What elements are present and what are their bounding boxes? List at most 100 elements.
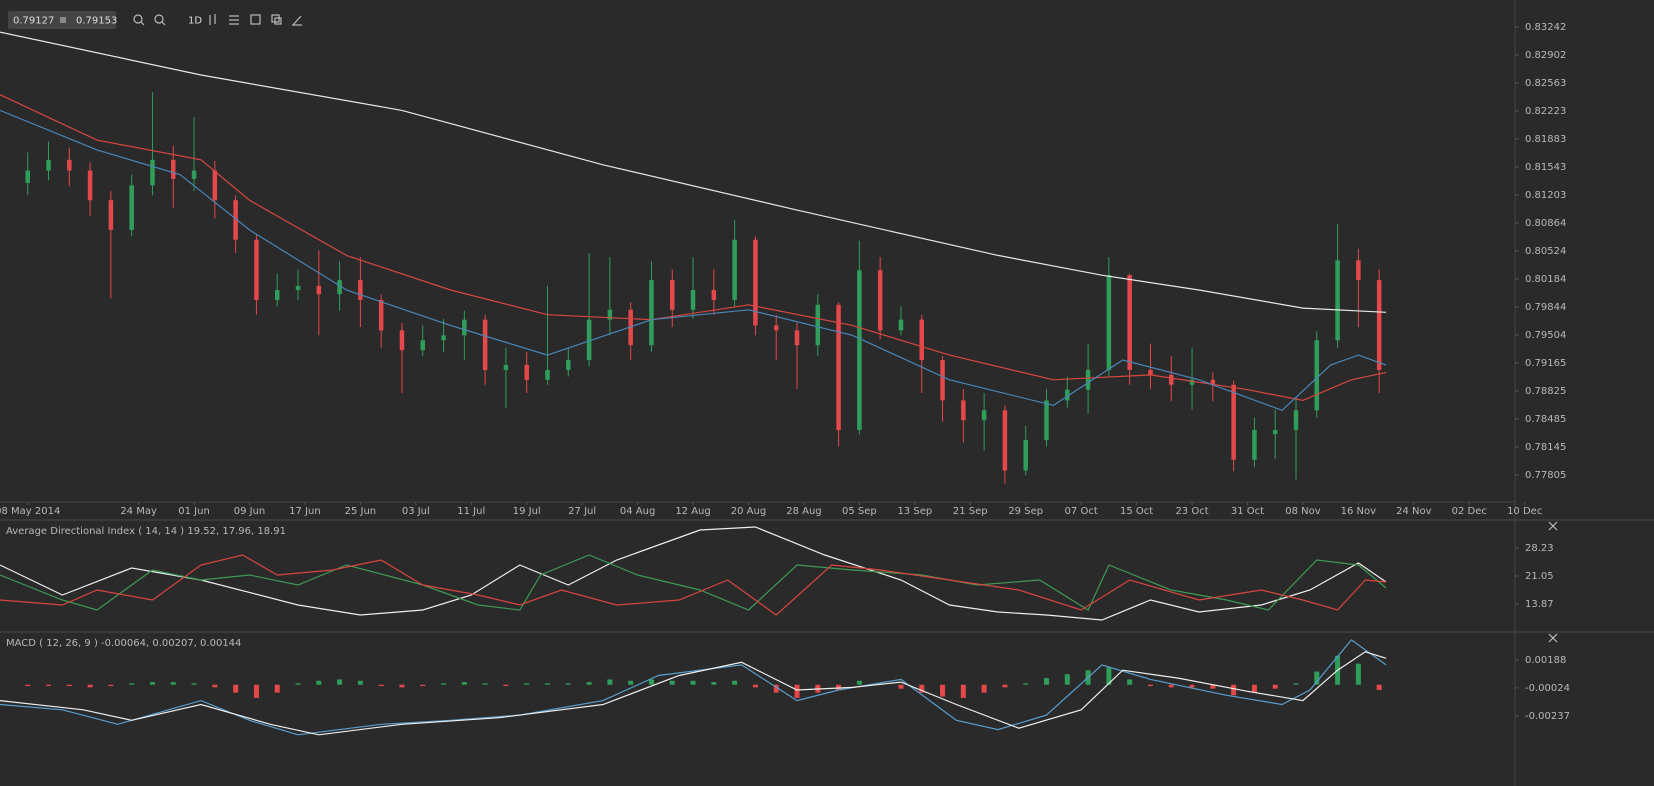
histogram-bar xyxy=(108,684,114,687)
indicators-button[interactable] xyxy=(229,15,239,25)
candle-body xyxy=(150,159,155,186)
indicator-line xyxy=(0,639,1387,736)
histogram-bar xyxy=(1168,684,1174,688)
close-macd-button[interactable] xyxy=(1548,633,1558,643)
x-tick-label: 10 Dec xyxy=(1507,506,1542,517)
interval-button[interactable]: 1D xyxy=(188,16,202,27)
candle-body xyxy=(420,340,426,351)
candle-body xyxy=(649,280,654,346)
zoom-in-button[interactable] xyxy=(154,14,166,26)
indicator-line xyxy=(0,554,1387,611)
candle-body xyxy=(1127,275,1132,370)
candle-body xyxy=(295,285,301,291)
histogram-bar xyxy=(357,680,363,685)
candle-body xyxy=(1356,260,1361,281)
candle-body xyxy=(940,360,945,401)
x-tick-label: 23 Oct xyxy=(1175,506,1208,517)
candle-body xyxy=(254,239,259,300)
candle-body xyxy=(877,270,883,331)
histogram-bar xyxy=(565,683,571,685)
layers-button[interactable] xyxy=(271,14,282,25)
candle-body xyxy=(1023,439,1028,471)
histogram-bar xyxy=(295,683,301,685)
toolbar: 0.79127 0.79153 1D xyxy=(8,11,302,29)
x-tick-label: 07 Oct xyxy=(1065,506,1098,517)
indicator-line xyxy=(0,31,1387,313)
macd-title: MACD ( 12, 26, 9 ) -0.00064, 0.00207, 0.… xyxy=(6,638,241,649)
y-tick-label: 0.79504 xyxy=(1525,330,1566,341)
y-tick-label: 0.00188 xyxy=(1525,655,1566,666)
candle-body xyxy=(462,319,467,336)
histogram-bar xyxy=(316,680,322,685)
y-tick-label: 0.83242 xyxy=(1525,22,1566,33)
candle-body xyxy=(1252,430,1257,460)
histogram-bar xyxy=(1147,684,1153,687)
histogram-bar xyxy=(669,680,675,685)
candle-body xyxy=(129,185,134,230)
candle-body xyxy=(586,319,592,361)
candle-body xyxy=(25,170,30,183)
candle-body xyxy=(1065,389,1070,401)
histogram-bar xyxy=(545,683,551,685)
candle-body xyxy=(191,170,197,179)
histogram-bar xyxy=(586,682,592,685)
candle-body xyxy=(482,319,488,370)
histogram-bar xyxy=(149,682,155,685)
histogram-bar xyxy=(752,684,758,688)
histogram-bar xyxy=(87,684,93,688)
candle-body xyxy=(46,159,51,171)
y-tick-label: 0.79844 xyxy=(1525,302,1566,313)
histogram-bar xyxy=(1044,678,1050,685)
x-tick-label: 11 Jul xyxy=(457,506,485,517)
candle-body xyxy=(87,170,93,201)
candle-body xyxy=(961,400,966,421)
candle-body xyxy=(857,270,862,431)
x-tick-label: 13 Sep xyxy=(897,506,932,517)
histogram-bar xyxy=(253,684,259,698)
candle-body xyxy=(441,335,446,341)
histogram-bar xyxy=(981,684,987,693)
candle-body xyxy=(1210,379,1216,385)
x-tick-label: 17 Jun xyxy=(289,506,321,517)
candle-body xyxy=(337,280,342,295)
candle-body xyxy=(815,304,821,346)
zoom-out-button[interactable] xyxy=(133,14,145,26)
close-adx-button[interactable] xyxy=(1548,521,1558,531)
chart-type-button[interactable] xyxy=(209,14,216,25)
candle-body xyxy=(836,304,841,431)
y-tick-label: 0.81543 xyxy=(1525,162,1566,173)
candle-body xyxy=(1044,400,1049,440)
candle-body xyxy=(1272,430,1278,435)
candle-body xyxy=(274,290,280,300)
candle-body xyxy=(794,330,800,346)
candle-body xyxy=(171,159,176,179)
histogram-bar xyxy=(399,684,405,688)
y-tick-label: 0.80524 xyxy=(1525,246,1566,257)
candle-body xyxy=(503,364,509,370)
x-tick-label: 12 Aug xyxy=(675,506,710,517)
histogram-bar xyxy=(378,684,384,687)
indicator-line xyxy=(0,651,1387,736)
bid-price: 0.79127 xyxy=(13,16,54,27)
fullscreen-button[interactable] xyxy=(250,14,261,25)
draw-button[interactable] xyxy=(292,15,302,26)
candle-body xyxy=(1293,410,1299,431)
y-tick-label: 21.05 xyxy=(1525,571,1554,582)
x-tick-label: 27 Jul xyxy=(568,506,596,517)
ask-price: 0.79153 xyxy=(76,16,117,27)
x-tick-label: 15 Oct xyxy=(1120,506,1153,517)
histogram-bar xyxy=(628,680,634,685)
histogram-bar xyxy=(170,682,176,685)
x-tick-label: 21 Sep xyxy=(953,506,988,517)
histogram-bar xyxy=(732,680,738,685)
candle-body xyxy=(1168,374,1174,385)
x-tick-label: 03 Jul xyxy=(402,506,430,517)
y-tick-label: 28.23 xyxy=(1525,543,1554,554)
candle-body xyxy=(919,319,925,361)
x-tick-label: 01 Jun xyxy=(178,506,210,517)
candle-body xyxy=(898,319,904,331)
candle-body xyxy=(212,170,218,201)
x-tick-label: 25 Jun xyxy=(345,506,377,517)
y-tick-label: 0.78485 xyxy=(1525,414,1566,425)
